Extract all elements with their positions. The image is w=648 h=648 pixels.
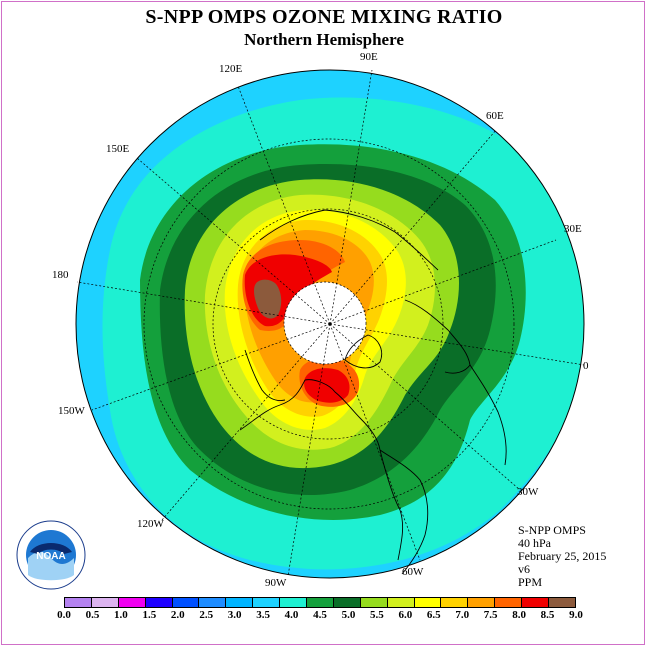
coast-south-america: [379, 449, 429, 575]
colorbar-tick-label: 9.0: [569, 609, 583, 621]
lon-label-60w: 60W: [402, 566, 424, 578]
page-subtitle: Northern Hemisphere: [244, 30, 404, 49]
colorbar-swatch: [145, 598, 173, 607]
info-version: v6: [518, 562, 530, 576]
meridian-0: [329, 323, 585, 366]
colorbar-swatch: [226, 598, 254, 607]
lon-label-90e: 90E: [360, 51, 378, 63]
meridian-120e: [237, 85, 331, 325]
meridian-90w: [287, 323, 331, 577]
colorbar-swatch: [441, 598, 469, 607]
colorbar-swatch: [468, 598, 496, 607]
colorbar-tick-label: 7.0: [455, 609, 470, 621]
lon-label-60e: 60E: [486, 110, 504, 122]
lon-label-120e: 120E: [219, 63, 243, 75]
logo-text: NOAA: [36, 551, 65, 562]
meridian-180: [76, 281, 331, 325]
info-units: PPM: [518, 575, 543, 589]
colorbar-tick-label: 5.5: [370, 609, 384, 621]
parallel-80n: [283, 281, 367, 365]
colorbar-swatch: [387, 598, 415, 607]
colorbar-ticks: 0.0 0.5 1.0 1.5 2.0 2.5 3.0 3.5 4.0 4.5 5.0 5.5 6.0 6…: [0, 609, 648, 623]
colorbar-tick-label: 0.5: [85, 609, 100, 621]
colorbar-swatch: [91, 598, 119, 607]
colorbar-swatch: [172, 598, 200, 607]
colorbar-tick-label: 1.5: [142, 609, 157, 621]
colorbar-tick-label: 6.0: [398, 609, 413, 621]
parallel-60n: [212, 208, 444, 440]
graticule: [76, 69, 585, 577]
colorbar-tick-label: 4.0: [284, 609, 299, 621]
colorbar-swatch: [360, 598, 388, 607]
meridian-120w: [161, 323, 331, 521]
lon-label-150w: 150W: [58, 405, 85, 417]
colorbar-swatch: [307, 598, 334, 607]
colorbar-swatch: [65, 598, 92, 607]
colorbar-tick-label: 2.0: [170, 609, 185, 621]
colorbar-swatch: [414, 598, 442, 607]
colorbar-swatch: [199, 598, 227, 607]
colorbar-tick-label: 5.0: [341, 609, 356, 621]
colorbar: [64, 597, 576, 608]
band-brown: [254, 279, 282, 319]
colorbar-tick-label: 2.5: [199, 609, 214, 621]
coast-north-america: [239, 379, 404, 561]
colorbar-swatch: [333, 598, 361, 607]
page-title: S-NPP OMPS OZONE MIXING RATIO: [145, 6, 503, 28]
colorbar-tick-label: 8.0: [512, 609, 526, 621]
colorbar-swatch: [549, 598, 575, 607]
colorbar-tick-label: 4.5: [313, 609, 327, 621]
lon-label-150e: 150E: [106, 143, 130, 155]
colorbar-tick-label: 0.0: [57, 609, 71, 621]
colorbar-swatch: [280, 598, 308, 607]
info-date: February 25, 2015: [518, 549, 607, 563]
meridian-60e: [329, 129, 497, 325]
coast-alaska: [244, 349, 286, 401]
colorbar-tick-label: 1.0: [114, 609, 128, 621]
lon-label-30w: 30W: [517, 486, 539, 498]
coast-africa: [469, 364, 507, 466]
coast-greenland: [344, 334, 383, 369]
meridian-150e: [136, 157, 331, 325]
colorbar-swatch: [495, 598, 523, 607]
lon-label-30e: 30E: [564, 223, 582, 235]
lon-label-0: 0: [583, 360, 589, 372]
parallel-40n: [143, 138, 515, 510]
colorbar-tick-label: 3.5: [256, 609, 270, 621]
map-boundary: [75, 69, 585, 579]
colorbar-tick-label: 6.5: [426, 609, 441, 621]
colorbar-swatch: [118, 598, 146, 607]
coast-europe: [404, 299, 471, 374]
noaa-logo: NOAA: [16, 520, 86, 590]
meridian-30e: [329, 239, 557, 325]
info-instrument: S-NPP OMPS: [518, 523, 586, 537]
colorbar-swatch: [253, 598, 281, 607]
colorbar-swatch: [522, 598, 550, 607]
colorbar-tick-label: 7.5: [483, 609, 498, 621]
info-level: 40 hPa: [518, 536, 551, 550]
colorbar-tick-label: 3.0: [227, 609, 242, 621]
lon-label-180: 180: [52, 269, 69, 281]
lon-label-120w: 120W: [137, 518, 164, 530]
meridian-90e: [329, 69, 373, 325]
lon-label-90w: 90W: [265, 577, 287, 589]
info-block: S-NPP OMPS 40 hPa February 25, 2015 v6 P…: [518, 524, 606, 589]
colorbar-tick-label: 8.5: [540, 609, 555, 621]
